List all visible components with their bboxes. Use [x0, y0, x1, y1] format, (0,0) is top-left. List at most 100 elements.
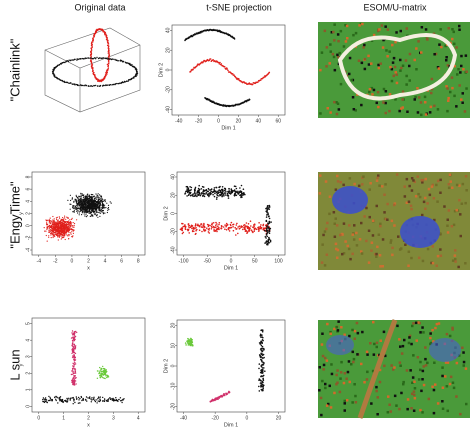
point	[85, 196, 87, 198]
point	[53, 229, 55, 231]
point	[71, 342, 74, 345]
esom-cell	[363, 215, 366, 218]
point	[218, 189, 220, 191]
point	[90, 199, 92, 201]
point	[74, 376, 76, 378]
esom-cell	[340, 326, 343, 329]
point	[88, 204, 90, 206]
point	[268, 232, 271, 234]
point	[96, 207, 98, 209]
esom-cell	[324, 180, 328, 183]
point	[115, 398, 118, 401]
point	[64, 217, 66, 219]
esom-cell	[447, 209, 451, 212]
esom-cell	[363, 67, 367, 71]
point	[81, 198, 83, 200]
point	[108, 63, 110, 65]
esom-cell	[375, 341, 379, 345]
point	[268, 238, 270, 240]
esom-cell	[431, 261, 435, 265]
point	[73, 353, 75, 355]
point	[75, 195, 77, 198]
esom-cell	[455, 46, 458, 49]
esom-cell	[339, 233, 342, 237]
point	[76, 219, 78, 221]
point	[261, 331, 264, 333]
point	[198, 191, 201, 194]
point	[235, 234, 237, 236]
esom-cell	[415, 47, 418, 50]
point	[251, 83, 254, 86]
esom-cell	[454, 249, 457, 252]
point	[210, 190, 212, 193]
point	[260, 379, 262, 382]
point	[104, 199, 107, 201]
esom-cell	[415, 339, 418, 342]
esom-cell	[356, 331, 360, 335]
point	[107, 204, 110, 206]
point	[51, 224, 53, 226]
point	[54, 235, 56, 238]
point	[48, 225, 50, 228]
point	[57, 78, 60, 80]
point	[215, 198, 218, 200]
esom-cell	[446, 361, 450, 364]
esom-cell	[332, 55, 336, 59]
point	[106, 37, 109, 39]
point	[90, 55, 92, 58]
point	[226, 224, 229, 226]
esom-cell	[389, 410, 392, 413]
point	[262, 223, 265, 226]
point	[74, 380, 77, 382]
point	[189, 226, 192, 229]
point	[87, 397, 89, 399]
esom-cell	[334, 242, 338, 246]
esom-cell	[379, 62, 382, 65]
esom-cell	[391, 246, 394, 250]
point	[78, 84, 80, 87]
point	[46, 401, 48, 403]
point	[102, 365, 104, 368]
point	[108, 53, 111, 55]
point	[69, 194, 71, 196]
esom-cell	[407, 250, 411, 253]
point	[97, 193, 99, 195]
esom-cell	[444, 361, 448, 364]
point	[72, 232, 74, 234]
point	[266, 223, 268, 226]
y-tick-label: -20	[170, 228, 176, 235]
point	[70, 221, 72, 223]
point	[64, 228, 66, 230]
esom-cell	[417, 378, 421, 381]
y-tick-label: 40	[165, 27, 171, 33]
esom-cell	[338, 51, 341, 55]
esom-cell	[350, 78, 353, 82]
x-axis-label: x	[87, 265, 90, 271]
esom-cell	[426, 361, 429, 365]
point	[102, 367, 105, 370]
point	[81, 212, 83, 214]
point	[91, 63, 93, 65]
point	[83, 208, 85, 210]
esom-cell	[377, 233, 381, 236]
point	[101, 211, 103, 213]
point	[260, 369, 262, 372]
point	[73, 364, 76, 366]
point	[52, 236, 54, 239]
point	[190, 337, 192, 340]
point	[68, 238, 70, 240]
point	[210, 228, 213, 230]
point	[189, 339, 192, 342]
plot-frame	[31, 171, 146, 256]
esom-cell	[461, 182, 465, 186]
point	[57, 232, 60, 234]
point	[102, 374, 105, 376]
point	[266, 214, 268, 216]
point	[108, 208, 110, 211]
esom-cell	[436, 254, 440, 258]
point	[114, 59, 117, 61]
esom-cell	[367, 63, 371, 66]
esom-cell	[439, 191, 442, 194]
point	[245, 222, 248, 224]
point	[61, 234, 63, 236]
